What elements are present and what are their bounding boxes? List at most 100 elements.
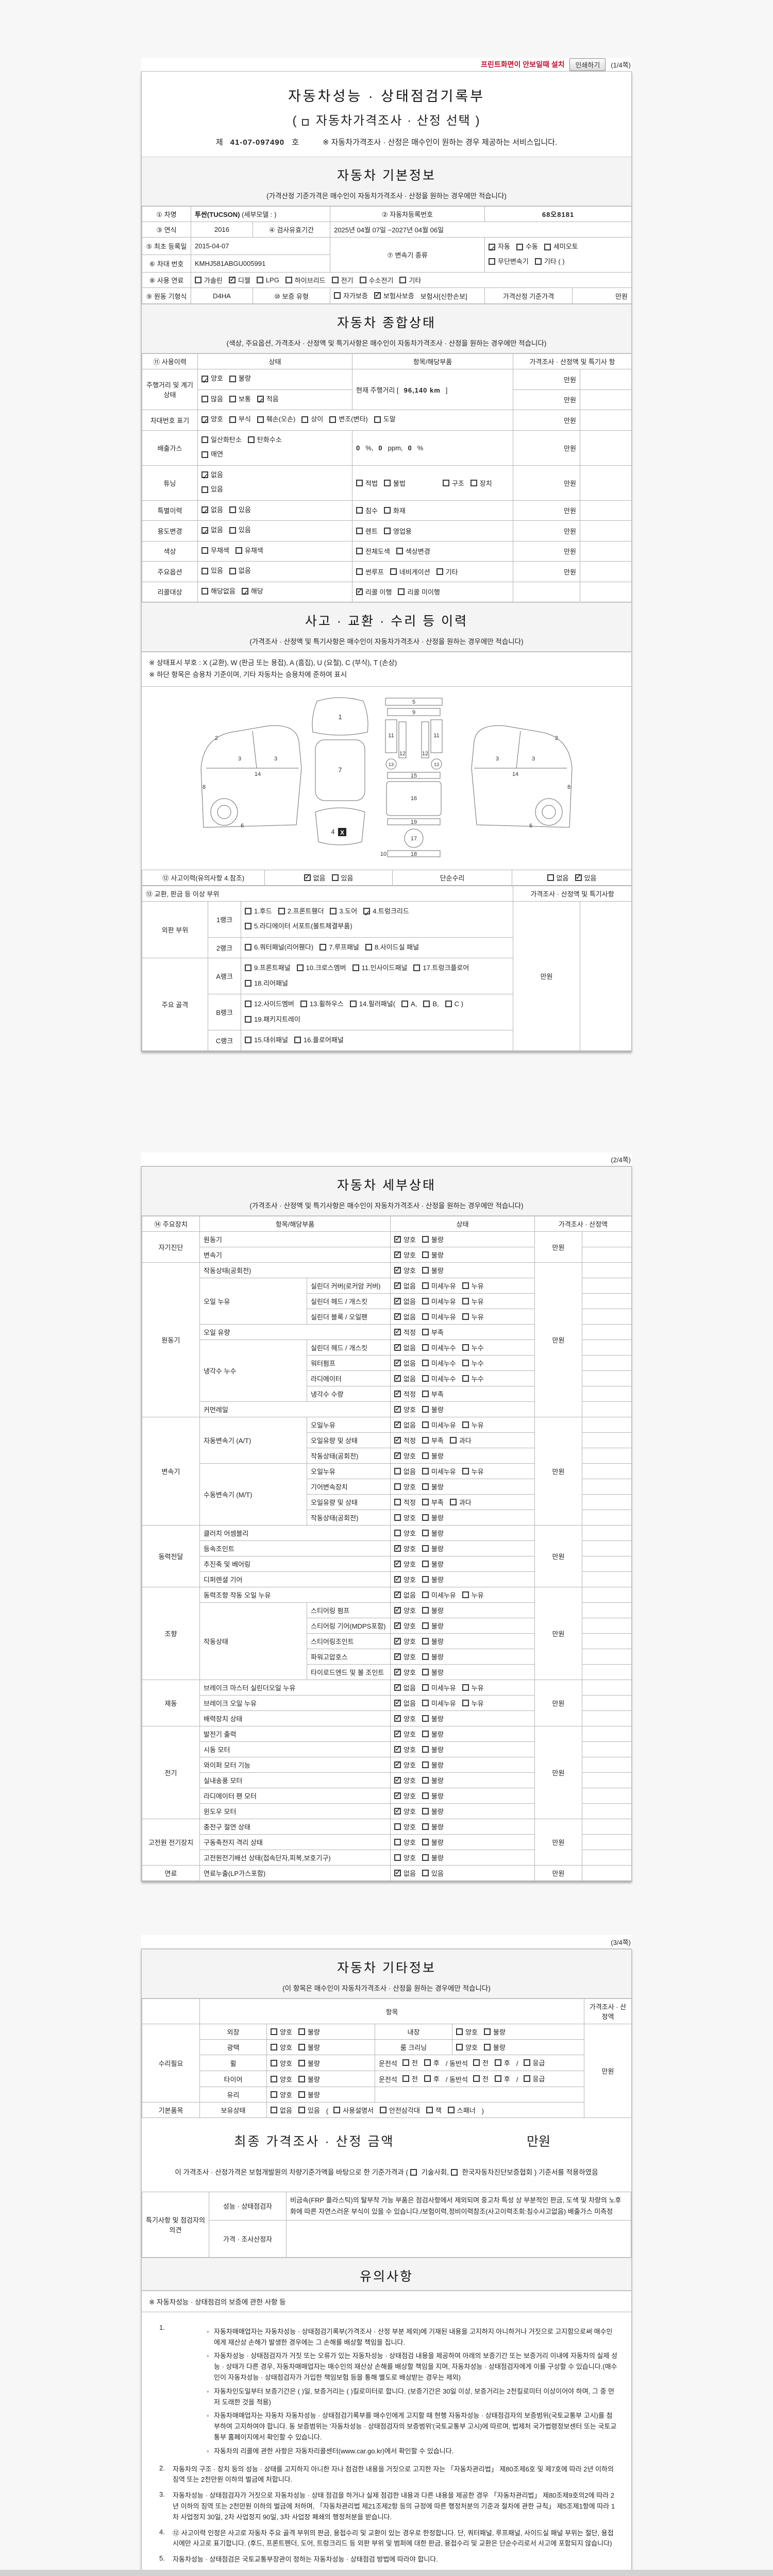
checkbox-option[interactable]: 15.대쉬패널 [245, 1033, 288, 1047]
checkbox-option[interactable]: 누유 [462, 1281, 484, 1291]
checkbox-checked[interactable] [575, 872, 582, 882]
checkbox[interactable] [201, 567, 208, 574]
checkbox-option[interactable]: 후 [494, 2058, 510, 2067]
checkbox-option[interactable]: C ) [445, 997, 463, 1011]
checkbox[interactable] [294, 1037, 301, 1044]
checkbox-option[interactable]: 있음 [331, 873, 353, 883]
checkbox-option[interactable]: 미세누유 [422, 1590, 456, 1600]
checkbox-checked[interactable] [394, 1868, 401, 1877]
checkbox-option[interactable]: 전체도색 [356, 546, 390, 556]
checkbox[interactable] [422, 1282, 429, 1290]
checkbox-option[interactable]: 없음 [394, 1311, 416, 1321]
checkbox[interactable] [365, 943, 372, 951]
checkbox-option[interactable]: 미세누유 [422, 1420, 456, 1430]
checkbox-option[interactable]: 수소전기 [359, 275, 393, 285]
checkbox-option[interactable]: 해당 [241, 585, 263, 601]
checkbox-option[interactable]: 있음 [201, 483, 223, 496]
checkbox[interactable] [422, 1360, 429, 1367]
checkbox-checked[interactable] [394, 1728, 401, 1738]
checkbox[interactable] [422, 1530, 429, 1537]
checkbox[interactable] [271, 2059, 277, 2066]
checkbox[interactable] [229, 567, 236, 574]
checkbox[interactable] [462, 1421, 469, 1429]
checkbox-option[interactable]: 부식 [229, 413, 251, 426]
checkbox[interactable] [394, 1854, 401, 1861]
checkbox[interactable] [516, 243, 523, 250]
checkbox-option[interactable]: 불법 [383, 478, 406, 488]
checkbox-checked[interactable] [228, 275, 236, 284]
checkbox-option[interactable]: 구조 [442, 478, 464, 488]
checkbox-option[interactable]: 과다 [449, 1435, 472, 1445]
checkbox-checked[interactable] [394, 1682, 401, 1691]
checkbox-option[interactable]: 없음 [394, 1419, 416, 1430]
checkbox-checked[interactable] [394, 1388, 401, 1398]
checkbox-option[interactable]: 불량 [422, 1775, 444, 1785]
checkbox[interactable] [462, 1360, 469, 1367]
checkbox[interactable] [278, 908, 285, 915]
checkbox-option[interactable]: 양호 [456, 2042, 478, 2052]
checkbox-checked[interactable] [394, 1667, 401, 1676]
checkbox-option[interactable]: 있음 [298, 2105, 320, 2115]
checkbox-option[interactable]: 있음 [229, 503, 251, 517]
checkbox-option[interactable]: 응급 [523, 2074, 545, 2083]
checkbox-option[interactable]: 없음 [201, 468, 223, 485]
checkbox-option[interactable]: 10.크로스멤버 [296, 961, 346, 975]
checkbox[interactable] [257, 416, 264, 423]
checkbox-option[interactable]: 미세누수 [422, 1374, 456, 1383]
checkbox-option[interactable]: 양호 [201, 413, 223, 430]
checkbox-option[interactable]: 상이 [301, 413, 323, 426]
checkbox-option[interactable]: 훼손(오손) [257, 413, 295, 426]
checkbox[interactable] [402, 2059, 409, 2066]
checkbox-option[interactable]: 기타 [436, 567, 458, 577]
checkbox-option[interactable]: 썬루프 [356, 567, 384, 577]
checkbox[interactable] [494, 2059, 501, 2066]
checkbox-option[interactable]: 없음 [201, 523, 223, 540]
checkbox[interactable] [245, 979, 251, 987]
checkbox[interactable] [426, 2107, 433, 2114]
checkbox[interactable] [422, 1375, 429, 1382]
checkbox[interactable] [394, 1514, 401, 1521]
checkbox-option[interactable]: 누유 [462, 1590, 484, 1600]
checkbox-option[interactable]: 무채색 [201, 544, 229, 557]
checkbox-option[interactable]: 많음 [201, 393, 223, 406]
checkbox-option[interactable]: 없음 [271, 2105, 292, 2115]
checkbox-option[interactable]: 있음 [201, 564, 223, 578]
checkbox-option[interactable]: 미세누수 [422, 1358, 456, 1368]
checkbox[interactable] [447, 2107, 455, 2114]
checkbox-option[interactable]: 6.쿼터패널(리어휀다) [245, 940, 313, 954]
checkbox[interactable] [298, 2075, 305, 2082]
checkbox-option[interactable]: 누유 [462, 1420, 484, 1430]
basis-checkbox-1[interactable] [410, 2169, 417, 2176]
checkbox[interactable] [547, 874, 554, 881]
checkbox[interactable] [422, 1344, 429, 1351]
checkbox[interactable] [462, 1375, 469, 1382]
checkbox-option[interactable]: 양호 [394, 1853, 416, 1862]
checkbox[interactable] [201, 451, 208, 458]
checkbox-option[interactable]: 양호 [394, 1249, 416, 1260]
checkbox-option[interactable]: 적정 [394, 1388, 416, 1399]
checkbox-option[interactable]: 전 [473, 2058, 489, 2067]
checkbox-option[interactable]: 기타 [399, 275, 421, 285]
checkbox-checked[interactable] [201, 504, 209, 520]
checkbox[interactable] [456, 2028, 463, 2036]
checkbox[interactable] [333, 2107, 341, 2114]
checkbox-option[interactable]: 없음 [201, 503, 223, 520]
checkbox-option[interactable]: 불량 [422, 1806, 444, 1816]
checkbox-checked[interactable] [394, 1790, 401, 1800]
checkbox-option[interactable]: 없음 [394, 1342, 416, 1352]
checkbox-option[interactable]: 전 [402, 2058, 418, 2067]
checkbox[interactable] [201, 396, 208, 402]
checkbox-option[interactable]: 도말 [374, 413, 396, 426]
checkbox[interactable] [422, 1437, 429, 1444]
checkbox-option[interactable]: 디젤 [228, 275, 250, 285]
checkbox[interactable] [422, 1839, 429, 1846]
checkbox-option[interactable]: 불량 [422, 1482, 444, 1492]
checkbox-option[interactable]: 부족 [422, 1497, 444, 1507]
checkbox[interactable] [449, 1499, 457, 1506]
checkbox-option[interactable]: 응급 [523, 2058, 545, 2067]
checkbox-option[interactable]: 후 [424, 2058, 440, 2067]
checkbox-option[interactable]: 부족 [422, 1327, 444, 1337]
checkbox-option[interactable]: 전기 [331, 275, 354, 285]
checkbox[interactable] [383, 479, 391, 486]
checkbox-checked[interactable] [394, 1759, 401, 1769]
